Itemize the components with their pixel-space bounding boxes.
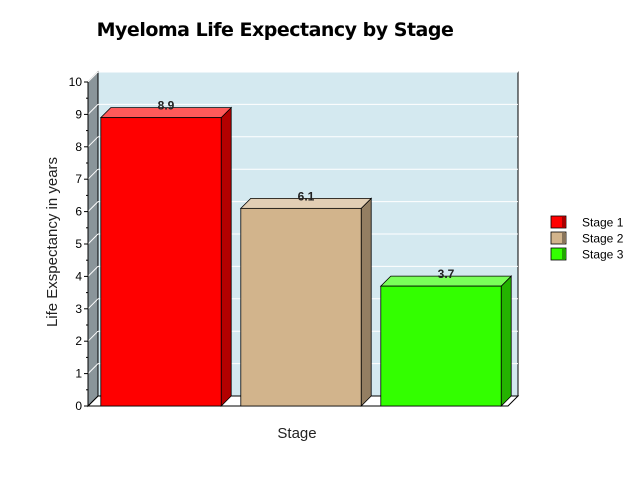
legend-swatch-shade <box>562 249 566 259</box>
bar-front <box>100 117 222 407</box>
bar-side <box>360 197 372 407</box>
y-tick-label: 4 <box>75 269 82 283</box>
legend-label: Stage 1 <box>582 216 624 230</box>
bar-1 <box>99 106 233 407</box>
gridline-side <box>87 201 99 212</box>
y-tick-label: 7 <box>75 172 82 186</box>
gridline-side <box>87 233 99 245</box>
bar-value-label: 8.9 <box>158 99 175 113</box>
bar-side <box>500 275 512 407</box>
y-tick-label: 3 <box>75 302 82 316</box>
legend-label: Stage 3 <box>582 248 624 262</box>
gridline-side <box>87 298 99 310</box>
y-tick-label: 1 <box>75 367 82 381</box>
legend: Stage 1 Stage 2 Stage 3 <box>550 216 624 262</box>
bar-3 <box>379 275 513 407</box>
y-tick-label: 9 <box>75 107 82 121</box>
y-tick-label: 6 <box>75 205 82 219</box>
gridline-side <box>87 330 99 342</box>
legend-item-3: Stage 3 <box>550 248 624 262</box>
legend-item-2: Stage 2 <box>550 232 624 246</box>
legend-swatch-shade <box>562 233 566 243</box>
gridline-side <box>87 71 99 83</box>
bar-2 <box>239 197 373 407</box>
bar-front <box>380 285 502 407</box>
value-labels: 8.9 6.1 3.7 <box>158 99 455 281</box>
gridline-side <box>87 136 99 148</box>
bar-front <box>240 207 362 407</box>
y-tick-label: 2 <box>75 334 82 348</box>
y-tick-label: 5 <box>75 237 82 251</box>
bar-value-label: 6.1 <box>298 189 315 203</box>
bars <box>99 106 513 407</box>
x-axis-label: Stage <box>277 425 316 442</box>
gridline-side <box>87 266 99 277</box>
bar-side <box>220 106 232 407</box>
gridline-side <box>87 363 99 374</box>
gridline-side <box>87 168 99 180</box>
gridline-side <box>87 104 99 115</box>
y-tick-label: 10 <box>69 75 83 89</box>
y-tick-label: 8 <box>75 140 82 154</box>
legend-item-1: Stage 1 <box>550 216 624 230</box>
chart-title: Myeloma Life Expectancy by Stage <box>97 19 454 41</box>
bar-value-label: 3.7 <box>438 267 455 281</box>
legend-label: Stage 2 <box>582 232 624 246</box>
legend-swatch-shade <box>562 217 566 227</box>
y-tick-label: 0 <box>75 399 82 413</box>
y-axis-label: Life Exspectancy in years <box>44 157 61 327</box>
y-axis: 0 1 2 3 4 5 6 7 8 9 10 <box>69 75 89 413</box>
